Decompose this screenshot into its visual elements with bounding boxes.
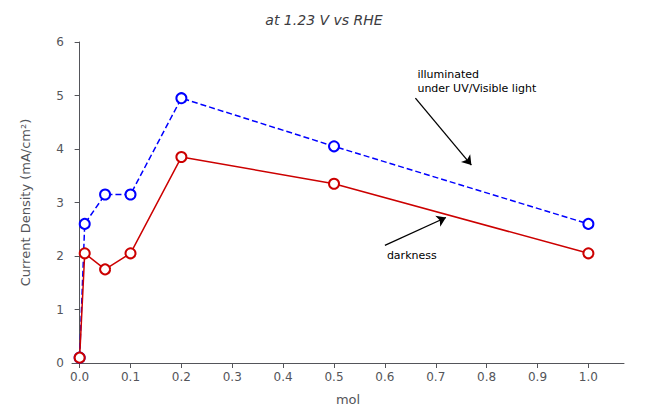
svg-text:darkness: darkness	[387, 249, 437, 262]
svg-text:6: 6	[56, 35, 64, 49]
svg-text:1: 1	[56, 303, 64, 317]
svg-text:0.9: 0.9	[528, 370, 547, 384]
svg-text:under UV/Visible light: under UV/Visible light	[417, 82, 536, 95]
svg-text:1.0: 1.0	[579, 370, 598, 384]
svg-text:0.7: 0.7	[426, 370, 445, 384]
svg-text:0.2: 0.2	[172, 370, 191, 384]
svg-text:0.4: 0.4	[274, 370, 293, 384]
svg-text:0.3: 0.3	[223, 370, 242, 384]
svg-text:0.6: 0.6	[375, 370, 394, 384]
svg-text:illuminated: illuminated	[417, 68, 479, 81]
svg-text:3: 3	[56, 196, 64, 210]
svg-text:Current Density (mA/cm²): Current Density (mA/cm²)	[18, 119, 33, 287]
svg-text:2: 2	[56, 249, 64, 263]
svg-text:at 1.23 V vs RHE: at 1.23 V vs RHE	[265, 12, 382, 28]
svg-text:0.0: 0.0	[70, 370, 89, 384]
svg-text:0.5: 0.5	[324, 370, 343, 384]
svg-text:0.1: 0.1	[121, 370, 140, 384]
svg-text:4: 4	[56, 142, 64, 156]
svg-text:5: 5	[56, 89, 64, 103]
svg-text:mol: mol	[336, 392, 360, 407]
svg-text:0: 0	[56, 356, 64, 370]
svg-text:0.8: 0.8	[477, 370, 496, 384]
